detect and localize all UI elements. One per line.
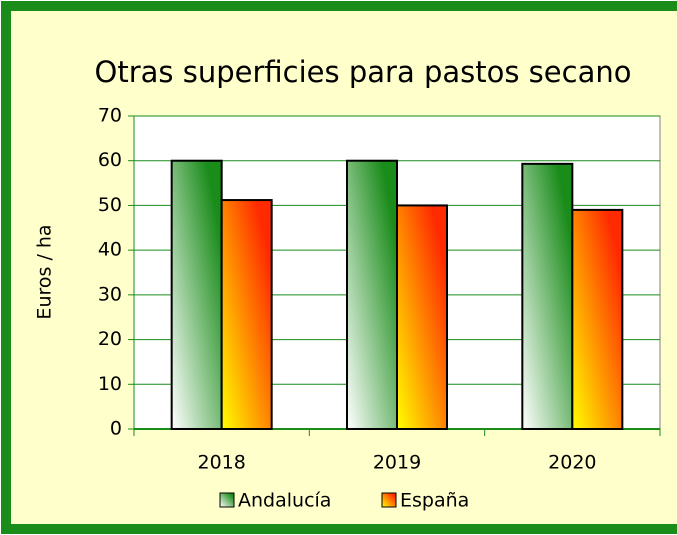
bar xyxy=(571,208,624,430)
x-tick-label: 2020 xyxy=(548,452,596,474)
y-tick-label: 30 xyxy=(98,283,122,305)
bar xyxy=(346,159,398,430)
legend-label: España xyxy=(400,490,469,512)
bar xyxy=(220,199,273,430)
y-tick-label: 20 xyxy=(98,328,122,350)
y-tick-label: 50 xyxy=(98,194,122,216)
bar xyxy=(396,204,448,430)
y-axis-label: Euros / ha xyxy=(34,224,56,319)
y-tick-label: 0 xyxy=(110,418,122,440)
x-tick-label: 2018 xyxy=(197,452,245,474)
y-tick-label: 40 xyxy=(98,239,122,261)
y-tick-label: 60 xyxy=(98,149,122,171)
bar xyxy=(521,162,574,430)
legend-label: Andalucía xyxy=(238,490,331,512)
y-tick-label: 70 xyxy=(98,105,122,127)
chart-title: Otras superficies para pastos secano xyxy=(95,55,632,89)
legend-swatch xyxy=(219,492,235,508)
bar xyxy=(170,159,223,430)
y-tick-label: 10 xyxy=(98,373,122,395)
legend-swatch xyxy=(381,492,397,508)
x-tick-label: 2019 xyxy=(373,452,421,474)
